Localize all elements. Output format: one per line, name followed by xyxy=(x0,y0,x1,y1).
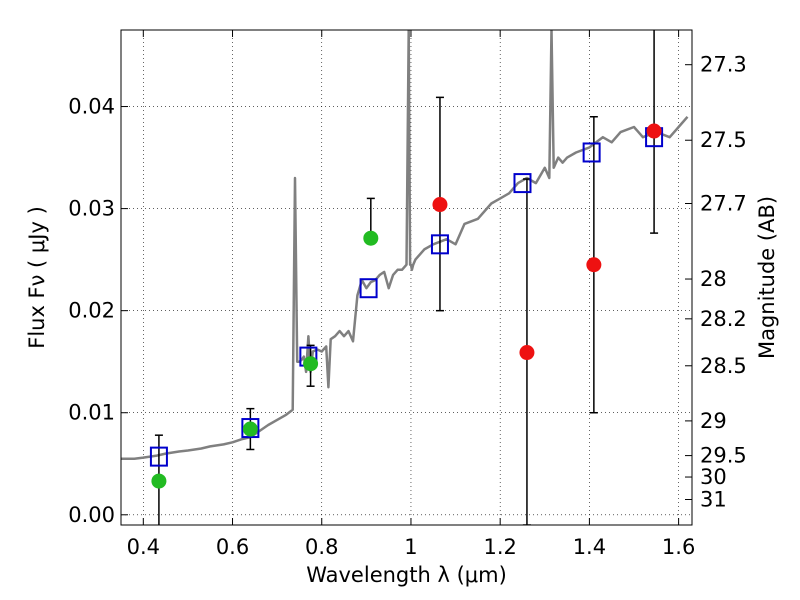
optical-point xyxy=(363,230,379,246)
model-point xyxy=(241,418,260,439)
ir-point xyxy=(432,197,448,213)
right-tick-label: 28.2 xyxy=(700,307,747,331)
axes: 0.4 0.6 0.8 1 1.2 1.4 1.6 0.00 0.01 0.02 0.03 0.04 2… xyxy=(68,30,747,559)
right-tick-label: 27.3 xyxy=(700,53,747,77)
y-tick-label: 0.00 xyxy=(68,503,115,527)
y-tick-label: 0.01 xyxy=(68,401,115,425)
optical-point xyxy=(151,473,167,489)
x-tick-label: 1.2 xyxy=(483,535,516,559)
spectrum-line xyxy=(121,30,689,460)
right-tick-label: 27.5 xyxy=(700,128,747,152)
x-axis-label: Wavelength λ (μm) xyxy=(306,563,507,587)
x-tick-label: 0.8 xyxy=(305,535,338,559)
optical-point xyxy=(303,356,319,372)
right-tick-label: 30 xyxy=(700,465,727,489)
ir-point xyxy=(586,257,602,273)
right-tick-label: 31 xyxy=(700,487,727,511)
model-point xyxy=(513,173,532,194)
x-tick-label: 0.4 xyxy=(127,535,160,559)
model-point xyxy=(582,142,601,163)
x-tick-label: 1.4 xyxy=(573,535,606,559)
ir-point xyxy=(519,345,535,361)
plot-content xyxy=(121,30,689,525)
right-tick-label: 28.5 xyxy=(700,354,747,378)
model-point xyxy=(149,446,168,467)
right-tick-label: 27.7 xyxy=(700,192,747,216)
right-tick-label: 29.5 xyxy=(700,444,747,468)
x-tick-label: 1 xyxy=(404,535,417,559)
y-tick-label: 0.04 xyxy=(68,95,115,119)
x-tick-label: 1.6 xyxy=(662,535,695,559)
ir-point xyxy=(646,123,662,139)
model-point xyxy=(359,278,378,299)
right-tick-label: 28 xyxy=(700,267,727,291)
y-axis-label: Flux Fν ( μJy ) xyxy=(25,206,49,349)
right-tick-label: 29 xyxy=(700,409,727,433)
model-point xyxy=(430,234,449,255)
y-tick-label: 0.03 xyxy=(68,197,115,221)
optical-point xyxy=(242,421,258,437)
x-tick-label: 0.6 xyxy=(216,535,249,559)
y-tick-label: 0.02 xyxy=(68,299,115,323)
plot-area xyxy=(121,30,689,525)
right-axis-label: Magnitude (AB) xyxy=(755,196,779,359)
axes-frame xyxy=(120,29,693,526)
